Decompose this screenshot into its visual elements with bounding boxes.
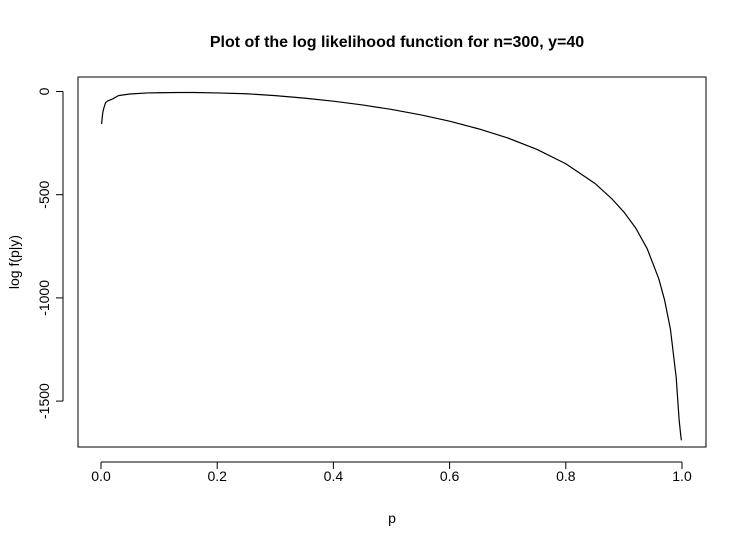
chart-title: Plot of the log likelihood function for …	[210, 34, 584, 51]
x-tick-label: 0.4	[324, 468, 344, 484]
y-axis-label: log f(p|y)	[6, 235, 22, 289]
x-tick-label: 1.0	[672, 468, 692, 484]
x-axis: 0.0 0.2 0.4 0.6 0.8 1.0	[91, 461, 692, 484]
x-tick-label: 0.6	[440, 468, 460, 484]
log-likelihood-curve	[100, 91, 683, 441]
y-tick-label: -500	[36, 180, 52, 208]
y-tick-label: 0	[36, 87, 52, 95]
x-tick-label: 0.0	[91, 468, 111, 484]
plot-frame	[77, 76, 707, 448]
y-tick-label: -1000	[36, 280, 52, 316]
x-tick-label: 0.8	[556, 468, 576, 484]
y-axis: 0 -500 -1000 -1500	[36, 87, 64, 419]
series-layer	[100, 91, 683, 441]
x-tick-label: 0.2	[207, 468, 227, 484]
y-tick-label: -1500	[36, 383, 52, 419]
x-axis-label: p	[388, 510, 396, 526]
